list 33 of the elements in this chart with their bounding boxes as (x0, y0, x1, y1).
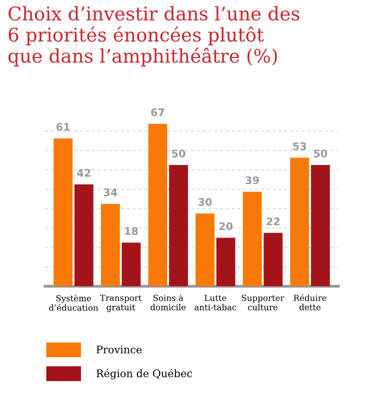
x-tick-label: Lutte anti-tabac (194, 294, 236, 310)
data-label: 53 (293, 142, 306, 150)
x-tick-label: Supporter culture (242, 294, 284, 310)
bar (74, 184, 94, 286)
data-label: 18 (125, 227, 138, 236)
bar (216, 238, 236, 286)
chart-title: Choix d’investir dans l’une des 6 priorités énoncées plutôt que dans l’amphithéâtre (%) (8, 6, 300, 67)
x-tick-label: Soins à domicile (150, 294, 186, 310)
data-label: 34 (104, 188, 118, 196)
bar (169, 165, 188, 286)
data-label: 39 (246, 176, 259, 184)
data-label: 22 (266, 217, 280, 226)
bar (54, 138, 73, 286)
legend-label: Région de Québec (96, 368, 192, 380)
bar (242, 192, 262, 286)
data-label: 50 (172, 150, 186, 158)
bar (196, 214, 214, 286)
data-label: 67 (151, 108, 164, 116)
data-label: 42 (77, 168, 90, 177)
data-label: 20 (219, 222, 233, 230)
bar (122, 242, 141, 286)
data-label: 50 (314, 150, 328, 158)
bar (100, 204, 120, 286)
x-tick-label: Transport gratuit (100, 294, 142, 312)
x-tick-label: Réduire dette (294, 294, 326, 310)
x-tick-label: Système d’éducation (49, 294, 98, 311)
bar (310, 165, 330, 286)
bar (290, 158, 310, 286)
data-label: 30 (198, 198, 212, 206)
data-label: 61 (56, 122, 70, 131)
legend-label: Province (96, 346, 142, 354)
bar (148, 124, 168, 286)
bar (264, 232, 283, 286)
